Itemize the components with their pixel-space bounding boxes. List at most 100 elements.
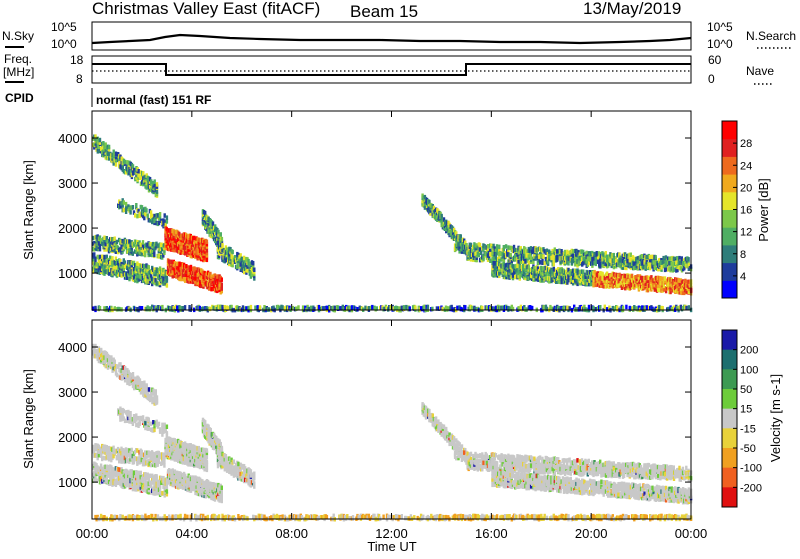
radar-cell bbox=[132, 372, 134, 377]
radar-cell bbox=[247, 259, 249, 264]
radar-cell bbox=[682, 261, 684, 266]
radar-cell bbox=[150, 179, 152, 184]
radar-cell bbox=[326, 306, 328, 311]
radar-cell bbox=[120, 273, 122, 278]
radar-cell bbox=[100, 464, 102, 469]
colorbar-segment bbox=[722, 210, 737, 228]
radar-cell bbox=[622, 306, 624, 311]
radar-cell bbox=[127, 410, 129, 415]
radar-cell bbox=[457, 242, 459, 247]
radar-cell bbox=[334, 306, 336, 311]
radar-cell bbox=[549, 305, 551, 310]
radar-cell bbox=[95, 349, 97, 354]
radar-cell bbox=[103, 236, 105, 241]
radar-cell bbox=[595, 307, 597, 312]
radar-cell bbox=[464, 305, 466, 310]
radar-cell bbox=[159, 212, 161, 217]
radar-cell bbox=[254, 306, 256, 311]
radar-cell bbox=[259, 305, 261, 310]
radar-cell bbox=[156, 281, 158, 286]
radar-cell bbox=[124, 419, 126, 424]
radar-cell bbox=[148, 265, 150, 270]
velocity-heatmap bbox=[92, 344, 692, 522]
radar-cell bbox=[185, 264, 187, 269]
radar-cell bbox=[553, 267, 555, 272]
radar-cell bbox=[139, 378, 141, 383]
radar-cell bbox=[212, 221, 214, 226]
radar-cell bbox=[138, 169, 140, 174]
radar-cell bbox=[658, 288, 660, 293]
noise-panel: N.Sky 10^5 10^0 10^5 10^0 N.Search bbox=[2, 20, 796, 51]
radar-cell bbox=[474, 307, 476, 312]
radar-cell bbox=[166, 425, 168, 430]
radar-cell bbox=[221, 277, 223, 282]
radar-cell bbox=[503, 245, 505, 250]
radar-cell bbox=[596, 251, 598, 256]
station-title: Christmas Valley East (fitACF) bbox=[92, 0, 320, 18]
radar-cell bbox=[206, 240, 208, 245]
radar-cell bbox=[209, 307, 211, 312]
radar-cell bbox=[115, 368, 117, 373]
date-label: 13/May/2019 bbox=[583, 0, 681, 18]
radar-cell bbox=[364, 306, 366, 311]
radar-cell bbox=[566, 256, 568, 261]
colorbar-tick-label: 24 bbox=[740, 160, 752, 172]
radar-cell bbox=[606, 307, 608, 312]
colorbar-segment bbox=[722, 263, 737, 281]
radar-cell bbox=[632, 255, 634, 260]
radar-cell bbox=[505, 244, 507, 249]
radar-cell bbox=[139, 420, 141, 425]
radar-cell bbox=[250, 305, 252, 310]
radar-cell bbox=[136, 214, 138, 219]
radar-cell bbox=[252, 261, 254, 266]
radar-cell bbox=[154, 179, 156, 184]
noise-left-tick-top: 10^5 bbox=[51, 20, 77, 34]
freq-label-line2: [MHz] bbox=[3, 65, 34, 79]
radar-cell bbox=[510, 253, 512, 257]
radar-cell bbox=[516, 264, 518, 269]
radar-cell bbox=[630, 253, 632, 258]
radar-cell bbox=[114, 237, 116, 242]
radar-cell bbox=[118, 467, 120, 472]
radar-cell bbox=[137, 416, 139, 421]
radar-cell bbox=[487, 244, 489, 249]
radar-cell bbox=[633, 305, 635, 310]
radar-cell bbox=[414, 306, 416, 311]
radar-cell bbox=[662, 276, 664, 281]
radar-cell bbox=[512, 307, 514, 312]
radar-cell bbox=[662, 256, 664, 261]
cpid-panel: CPID normal (fast) 151 RF bbox=[5, 88, 211, 107]
radar-cell bbox=[221, 237, 223, 242]
radar-cell bbox=[156, 189, 158, 194]
radar-cell bbox=[102, 456, 104, 461]
radar-cell bbox=[143, 216, 145, 221]
colorbar-tick-label: 20 bbox=[740, 182, 752, 194]
radar-cell bbox=[604, 305, 606, 310]
radar-cell bbox=[659, 276, 661, 281]
radar-cell bbox=[660, 265, 662, 270]
colorbar-segment bbox=[722, 280, 737, 298]
radar-cell bbox=[99, 138, 101, 143]
radar-cell bbox=[147, 305, 149, 310]
noise-right-label: N.Search bbox=[746, 29, 796, 43]
radar-cell bbox=[114, 360, 116, 365]
radar-cell bbox=[111, 256, 113, 261]
radar-cell bbox=[528, 261, 530, 266]
radar-cell bbox=[123, 208, 125, 213]
radar-cell bbox=[166, 215, 168, 220]
radar-cell bbox=[494, 267, 496, 272]
radar-cell bbox=[553, 255, 555, 260]
radar-cell bbox=[507, 245, 509, 250]
colorbar-segment bbox=[722, 139, 737, 157]
radar-cell bbox=[136, 448, 138, 453]
freq-right-tick-bottom: 0 bbox=[708, 72, 715, 86]
radar-cell bbox=[147, 213, 149, 218]
radar-cell bbox=[548, 254, 550, 259]
radar-cell bbox=[337, 305, 339, 310]
radar-cell bbox=[297, 305, 299, 310]
power-colorbar-label: Power [dB] bbox=[756, 178, 771, 242]
radar-cell bbox=[470, 243, 472, 248]
radar-cell bbox=[403, 305, 405, 310]
